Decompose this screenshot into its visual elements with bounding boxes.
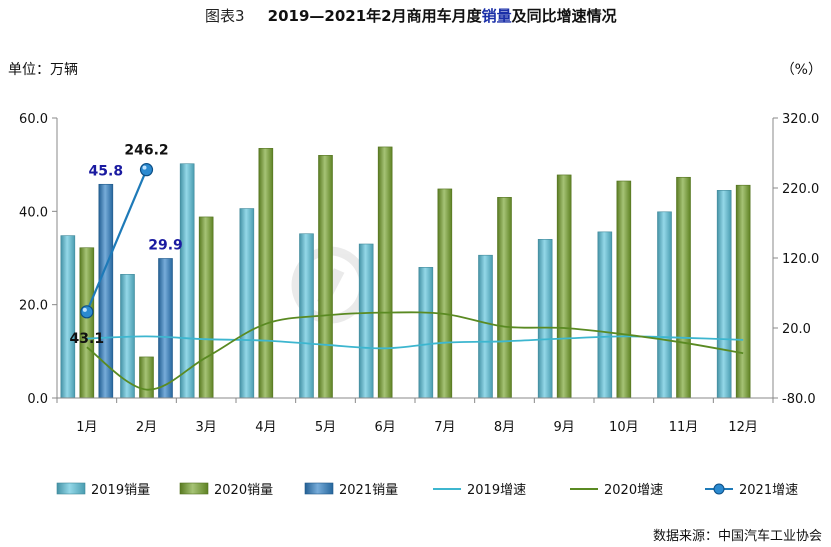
bar-2019销量-4月 (239, 208, 255, 399)
bar-2021销量-2月 (158, 258, 173, 399)
bar-2020销量-5月 (318, 155, 333, 399)
x-tick-label: 12月 (728, 420, 758, 435)
left-axis-unit: 单位：万辆 (8, 62, 78, 78)
bar-2019销量-8月 (478, 254, 493, 399)
legend-label: 2019增速 (467, 483, 526, 498)
title-main-highlight: 销量 (482, 7, 512, 25)
x-tick-label: 6月 (375, 420, 396, 435)
bar-2020销量-3月 (198, 216, 214, 399)
line-2019增速 (86, 335, 744, 350)
bar-2020销量-11月 (676, 176, 691, 399)
legend-swatch (56, 482, 86, 495)
x-tick-label: 1月 (76, 420, 97, 435)
legend-label: 2021增速 (739, 483, 798, 498)
bar-2019销量-1月 (60, 235, 76, 399)
source-note: 数据来源：中国汽车工业协会 (653, 528, 822, 544)
bar-2020销量-10月 (616, 180, 632, 399)
bar-2019销量-11月 (657, 211, 672, 399)
marker-highlight (82, 307, 87, 312)
bar-2020销量-9月 (556, 174, 572, 399)
title-figure-number: 图表3 (205, 7, 245, 25)
legend-swatch (304, 482, 334, 495)
x-tick-label: 10月 (609, 420, 639, 435)
left-tick-label: 0.0 (27, 392, 48, 407)
legend-item: 2019增速 (433, 483, 526, 498)
x-tick-label: 4月 (255, 420, 276, 435)
legend-label: 2020增速 (604, 483, 663, 498)
x-tick-label: 7月 (434, 420, 455, 435)
bar-2019销量-12月 (716, 190, 732, 399)
bar-2020销量-7月 (437, 188, 453, 399)
legend-label: 2021销量 (339, 483, 398, 498)
svg-text:图表3 2019—2021年2月商用车月度销量及: 图表3 2019—2021年2月商用车月度销量及同比增速情况 (205, 6, 617, 25)
x-tick-label: 5月 (315, 420, 336, 435)
legend-label: 2020销量 (214, 483, 273, 498)
bar-2021销量-1月 (98, 183, 114, 399)
data-label: 29.9 (148, 237, 183, 253)
bar-2019销量-9月 (537, 239, 553, 399)
legend-item: 2020销量 (179, 482, 273, 498)
bar-2019销量-10月 (597, 231, 613, 399)
left-tick-label: 40.0 (19, 205, 48, 220)
legend-item: 2021销量 (304, 482, 398, 498)
x-tick-label: 11月 (669, 420, 699, 435)
legend-marker (713, 483, 725, 495)
marker-2021增速-0 (80, 305, 94, 319)
data-label: 45.8 (89, 163, 124, 179)
legend-item: 2019销量 (56, 482, 150, 498)
legend-item: 2020增速 (570, 483, 663, 498)
x-tick-label: 3月 (196, 420, 217, 435)
title-main-prefix: 2019—2021年2月商用车月度 (268, 7, 483, 25)
x-tick-label: 8月 (494, 420, 515, 435)
x-tick-label: 9月 (554, 420, 575, 435)
right-tick-label: 20.0 (782, 322, 811, 337)
chart-title: 图表3 2019—2021年2月商用车月度销量及同比增速情况 (205, 6, 617, 25)
right-tick-label: -80.0 (782, 392, 816, 407)
x-tick-label: 2月 (136, 420, 157, 435)
line-2020增速 (86, 311, 744, 391)
bar-2020销量-1月 (79, 247, 95, 399)
bar-2020销量-8月 (497, 197, 512, 399)
bar-2019销量-3月 (179, 163, 195, 399)
legend-item: 2021增速 (705, 483, 798, 498)
legend-label: 2019销量 (91, 483, 150, 498)
right-tick-label: 120.0 (782, 252, 819, 267)
title-main-suffix: 及同比增速情况 (512, 7, 617, 25)
axes: 0.0 20.0 40.0 60.0 -80.0 20.0 120.0 220.0 320.0 1… (19, 112, 819, 435)
legend: 2019销量 2020销量 2021销量 2019增速 2020增速 2021增速 (56, 482, 798, 498)
marker-highlight (142, 165, 147, 170)
plot-area: 45.8 29.9 246.2 43.1 (60, 143, 751, 399)
left-tick-label: 60.0 (19, 112, 48, 127)
bar-2020销量-2月 (139, 356, 154, 399)
line-2021增速 (85, 169, 148, 313)
bar-2020销量-6月 (377, 146, 393, 399)
right-tick-label: 220.0 (782, 182, 819, 197)
right-tick-label: 320.0 (782, 112, 819, 127)
marker-2021增速-1 (139, 163, 154, 177)
legend-swatch (179, 482, 209, 495)
right-axis-unit: （%） (781, 62, 822, 78)
bar-2019销量-6月 (358, 243, 374, 399)
bar-2019销量-7月 (418, 267, 434, 399)
data-label: 43.1 (70, 331, 105, 347)
bar-2020销量-4月 (258, 148, 274, 399)
left-tick-label: 20.0 (19, 299, 48, 314)
data-label: 246.2 (124, 143, 168, 159)
bar-2020销量-12月 (735, 184, 751, 399)
